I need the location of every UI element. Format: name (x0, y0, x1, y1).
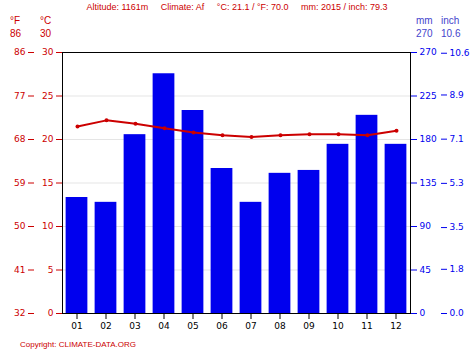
svg-text:1.8: 1.8 (450, 264, 465, 274)
svg-text:25: 25 (42, 91, 53, 101)
svg-text:10.6: 10.6 (450, 48, 470, 58)
svg-text:02: 02 (100, 321, 111, 331)
html-text:°F: °F (10, 15, 21, 26)
svg-text:30: 30 (42, 47, 54, 57)
svg-text:09: 09 (303, 321, 315, 331)
svg-text:7.1: 7.1 (450, 134, 464, 144)
html-text:86: 86 (10, 28, 22, 39)
html-text:°C: °C (40, 15, 52, 26)
svg-text:68: 68 (14, 134, 26, 144)
html-text:Copyright: CLIMATE-DATA.ORG: Copyright: CLIMATE-DATA.ORG (20, 340, 136, 349)
svg-text:59: 59 (14, 178, 26, 188)
svg-text:20: 20 (42, 134, 54, 144)
svg-text:10: 10 (332, 321, 344, 331)
svg-text:5: 5 (48, 265, 54, 275)
svg-text:08: 08 (274, 321, 286, 331)
svg-text:0.0: 0.0 (450, 308, 465, 318)
svg-text:135: 135 (420, 178, 437, 188)
html-text:mm: mm (416, 15, 433, 26)
svg-text:5.3: 5.3 (450, 178, 464, 188)
svg-text:10: 10 (42, 221, 54, 231)
svg-text:07: 07 (245, 321, 256, 331)
svg-text:3.5: 3.5 (450, 222, 464, 232)
html-text:inch: inch (441, 15, 460, 26)
svg-text:32: 32 (14, 308, 25, 318)
svg-text:04: 04 (158, 321, 170, 331)
svg-text:270: 270 (420, 47, 437, 57)
svg-text:0: 0 (48, 308, 54, 318)
html-text:270: 270 (416, 28, 433, 39)
svg-text:05: 05 (187, 321, 198, 331)
svg-text:90: 90 (420, 221, 432, 231)
svg-text:180: 180 (420, 134, 437, 144)
svg-text:50: 50 (14, 221, 26, 231)
svg-text:03: 03 (129, 321, 140, 331)
html-text:30: 30 (40, 28, 52, 39)
svg-text:225: 225 (420, 91, 437, 101)
svg-text:0: 0 (420, 308, 426, 318)
svg-text:15: 15 (42, 178, 53, 188)
svg-text:06: 06 (216, 321, 228, 331)
html-text:Altitude: 1161m Climate: Af °C: Altitude: 1161m Climate: Af °C: 21.1 / °… (86, 2, 388, 12)
html-text:10.6: 10.6 (441, 28, 461, 39)
svg-text:8.9: 8.9 (450, 90, 465, 100)
svg-text:41: 41 (14, 265, 25, 275)
svg-text:45: 45 (420, 265, 431, 275)
svg-text:12: 12 (390, 321, 401, 331)
svg-text:86: 86 (14, 47, 26, 57)
svg-text:01: 01 (71, 321, 82, 331)
svg-text:11: 11 (361, 321, 372, 331)
svg-text:77: 77 (14, 91, 25, 101)
